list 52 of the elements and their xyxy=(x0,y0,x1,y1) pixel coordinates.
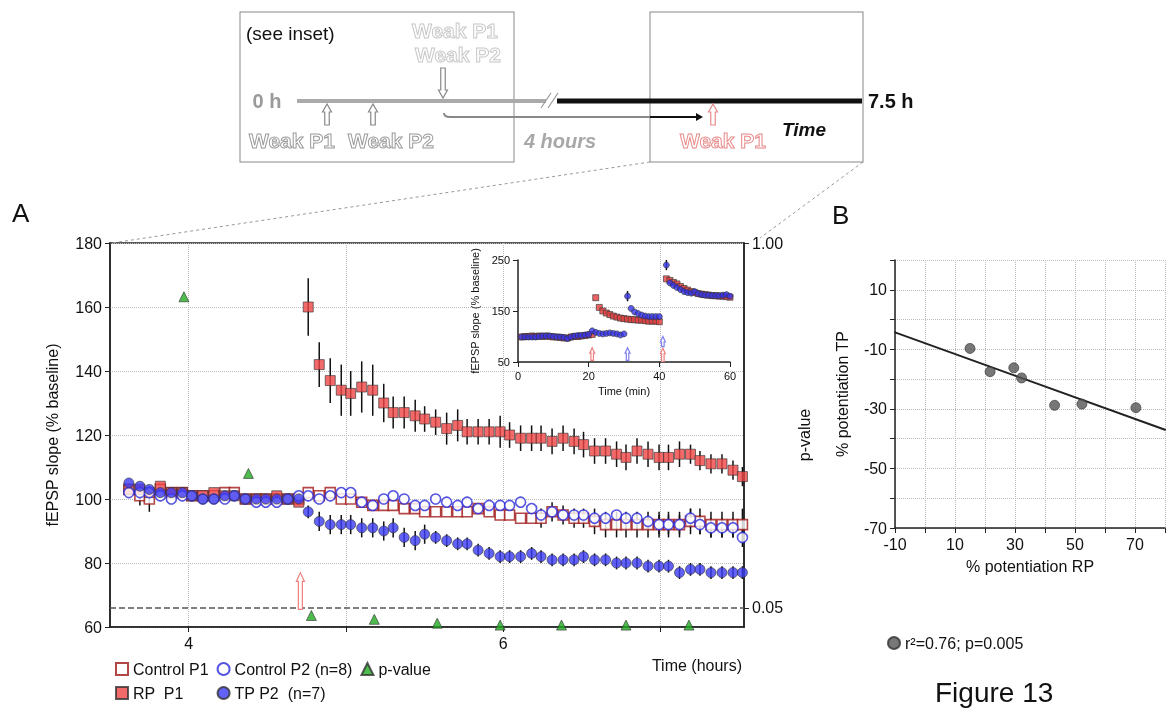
y-tick-label: 50 xyxy=(497,356,510,368)
x-tick-label: 50 xyxy=(1066,535,1084,553)
legend-label: p-value xyxy=(378,660,432,678)
y-tick-label: -50 xyxy=(863,459,888,477)
text: Weak P2 xyxy=(348,129,434,152)
y-axis-title: % potentiation TP xyxy=(833,330,851,458)
y-tick-label: 80 xyxy=(84,554,103,572)
y-tick-label: 100 xyxy=(75,490,103,508)
legend-label: TP P2 (n=7) xyxy=(234,684,326,702)
x-axis-title: Time (hours) xyxy=(651,656,742,674)
y-tick-label: -30 xyxy=(863,400,888,418)
text: (see inset) xyxy=(246,23,335,44)
chart-title: B xyxy=(832,200,850,230)
x-tick-label: 30 xyxy=(1006,535,1024,553)
x-tick-label: -10 xyxy=(883,535,907,553)
y-tick-label: 160 xyxy=(75,298,103,316)
y2-tick-label: 1.00 xyxy=(752,234,784,252)
y2-axis-title: p-value xyxy=(795,408,813,462)
text: Weak P1 xyxy=(249,129,336,152)
x-tick-label: 10 xyxy=(946,535,964,553)
y-tick-label: 180 xyxy=(75,234,103,252)
x-tick-label: 70 xyxy=(1126,535,1144,553)
x-tick-label: 40 xyxy=(653,369,666,382)
chart-title: A xyxy=(12,198,30,228)
y-tick-label: 120 xyxy=(75,426,103,444)
x-axis-title: Time (min) xyxy=(597,385,651,398)
x-tick-label: 60 xyxy=(723,369,737,382)
y-tick-label: 60 xyxy=(84,618,103,636)
y2-tick-label: 0.05 xyxy=(752,599,784,617)
y-tick-label: 250 xyxy=(491,253,510,266)
y-axis-title: fEPSP slope (% baseline) xyxy=(469,248,482,374)
y-tick-label: 140 xyxy=(75,362,103,380)
text: 0 h xyxy=(252,90,282,112)
legend-label: r²=0.76; p=0.005 xyxy=(905,634,1024,652)
legend-label: RP P1 xyxy=(133,684,184,702)
y-tick-label: 150 xyxy=(491,304,510,317)
legend-label: Control P2 (n=8) xyxy=(234,660,353,678)
caption: Figure 13 xyxy=(935,676,1054,708)
y-tick-label: 10 xyxy=(869,281,888,299)
y-axis-title: fEPSP slope (% baseline) xyxy=(43,343,61,527)
text: Weak P1 xyxy=(680,129,767,152)
y-tick-label: -10 xyxy=(863,340,888,358)
y-tick-label: -70 xyxy=(863,519,888,537)
text: Time xyxy=(781,119,827,140)
x-tick-label: 6 xyxy=(498,634,508,652)
x-tick-label: 4 xyxy=(184,634,194,652)
legend-label: Control P1 xyxy=(133,660,209,678)
x-tick-label: 0 xyxy=(514,369,522,382)
text: 7.5 h xyxy=(868,90,914,112)
x-tick-label: 20 xyxy=(582,369,595,382)
x-axis-title: % potentiation RP xyxy=(965,557,1095,575)
text: 4 hours xyxy=(522,130,597,152)
